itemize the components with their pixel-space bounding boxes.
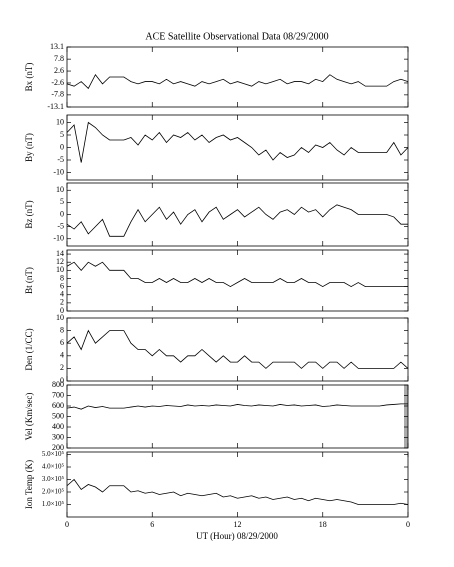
- y-tick-label: -5: [57, 155, 64, 164]
- y-axis-label: Den (1/CC): [24, 328, 34, 370]
- data-line: [66, 121, 409, 163]
- y-tick-label: 6: [60, 281, 64, 290]
- y-tick-label: 10: [56, 313, 64, 322]
- y-axis-label: Vel (Km/sec): [24, 393, 34, 441]
- y-tick-label: 2: [60, 363, 64, 372]
- y-tick-label: 10: [56, 185, 64, 194]
- y-tick-label: -10: [53, 234, 64, 243]
- y-tick-label: 300: [52, 432, 64, 441]
- y-tick-label: -10: [53, 167, 64, 176]
- y-tick-label: 500: [52, 411, 64, 420]
- y-tick-label: 10: [56, 265, 64, 274]
- y-tick-label: 8: [60, 325, 64, 334]
- y-tick-label: 0: [60, 376, 64, 385]
- y-tick-label: 13.1: [50, 42, 64, 51]
- y-tick-label: 4: [60, 290, 64, 299]
- y-tick-label: 5.0×10⁵: [42, 450, 65, 458]
- y-tick-label: 800: [52, 380, 64, 389]
- y-tick-label: 600: [52, 401, 64, 410]
- chart-title: ACE Satellite Observational Data 08/29/2…: [145, 31, 328, 42]
- y-tick-label: -2.6: [51, 78, 64, 87]
- data-line: [66, 403, 408, 410]
- y-axis-label: Bx (nT): [24, 63, 34, 92]
- y-tick-label: -13.1: [47, 102, 64, 111]
- y-axis-label: Bz (nT): [24, 200, 34, 228]
- y-axis-label: By (nT): [24, 133, 34, 162]
- x-tick-label: 0: [406, 520, 410, 529]
- data-line: [66, 261, 408, 288]
- y-tick-label: 4.0×10⁵: [42, 463, 65, 471]
- x-tick-label: 6: [150, 520, 154, 529]
- y-axis-label: Ion Temp (K): [24, 460, 34, 509]
- y-tick-label: 0: [60, 142, 64, 151]
- y-tick-label: 2: [60, 298, 64, 307]
- x-tick-label: 12: [234, 520, 242, 529]
- y-tick-label: 700: [52, 390, 64, 399]
- y-axis-label: Bt (nT): [24, 267, 34, 294]
- y-tick-label: -5: [57, 221, 64, 230]
- y-tick-label: 5: [60, 197, 64, 206]
- y-tick-label: 7.8: [54, 54, 64, 63]
- y-tick-label: 8: [60, 273, 64, 282]
- y-tick-label: 2.0×10⁵: [42, 488, 65, 496]
- x-axis-label: UT (Hour) 08/29/2000: [196, 531, 278, 541]
- data-line: [66, 329, 409, 369]
- y-tick-label: 1.0×10⁵: [42, 500, 65, 508]
- y-tick-label: 3.0×10⁵: [42, 475, 65, 483]
- y-tick-label: 400: [52, 422, 64, 431]
- data-line: [66, 73, 409, 90]
- y-tick-label: 2.6: [54, 66, 64, 75]
- y-tick-label: 0: [60, 209, 64, 218]
- y-tick-label: 5: [60, 130, 64, 139]
- x-tick-label: 18: [319, 520, 327, 529]
- x-tick-label: 0: [65, 520, 69, 529]
- y-tick-label: 6: [60, 338, 64, 347]
- y-tick-label: 10: [56, 117, 64, 126]
- data-line: [66, 478, 409, 505]
- y-tick-label: 200: [52, 443, 64, 452]
- y-tick-label: -7.8: [51, 90, 64, 99]
- y-tick-label: 12: [56, 257, 64, 266]
- y-tick-label: 0: [60, 306, 64, 315]
- y-tick-label: 14: [56, 249, 64, 258]
- y-tick-label: 4: [60, 351, 64, 360]
- data-line: [66, 204, 408, 237]
